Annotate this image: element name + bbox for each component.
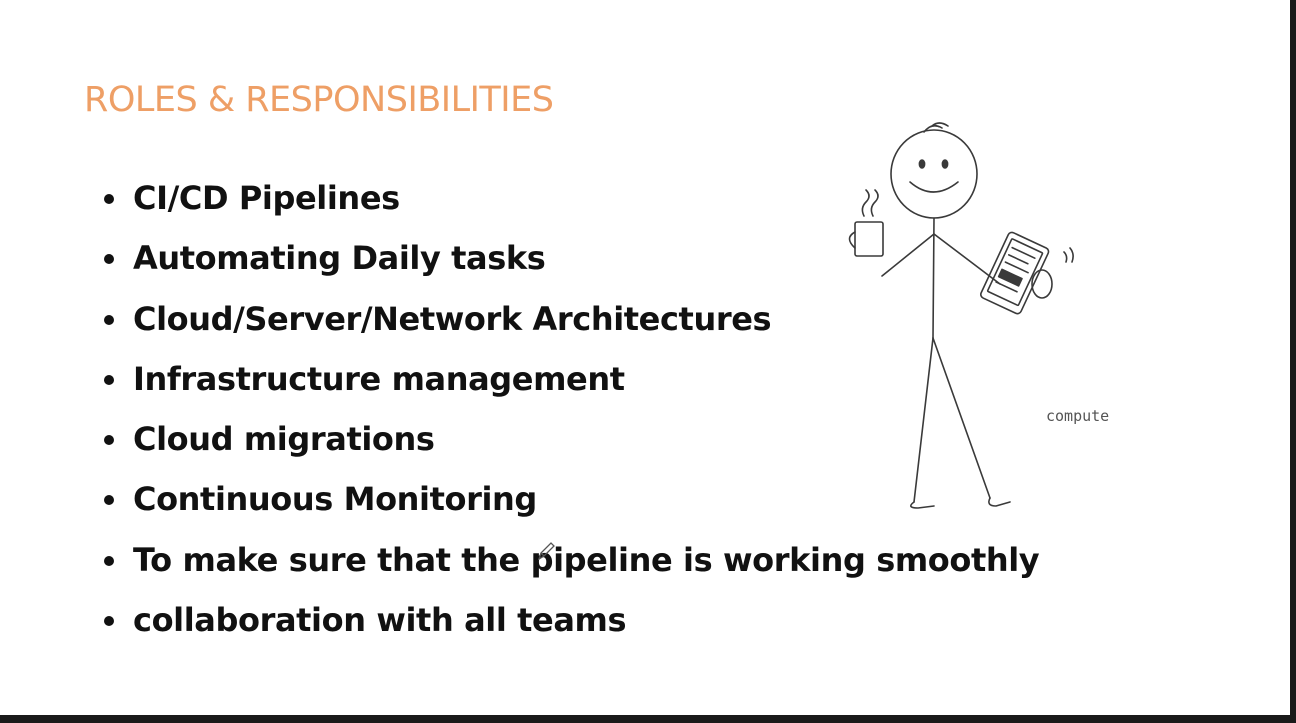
bullet-dot-icon (104, 314, 114, 325)
bullet-dot-icon (104, 374, 114, 385)
stick-figure-icon: compute (848, 122, 1109, 509)
illustration-caption: compute (1046, 407, 1109, 425)
bullet-text: Continuous Monitoring (133, 480, 537, 519)
bullet-text: CI/CD Pipelines (133, 179, 400, 217)
bullet-text: Automating Daily tasks (133, 239, 546, 278)
bullet-text: collaboration with all teams (133, 601, 627, 640)
bullet-dot-icon (104, 254, 114, 265)
bullet-item: Automating Daily tasks (102, 228, 1039, 288)
bullet-item: To make sure that the pipeline is workin… (102, 530, 1040, 590)
bullet-item: Continuous Monitoring (102, 469, 1039, 529)
bullet-dot-icon (104, 435, 114, 446)
bullet-text: Infrastructure management (133, 359, 625, 398)
bullet-text: Cloud migrations (133, 420, 435, 459)
bullet-list: CI/CD Pipelines Automating Daily tasks C… (102, 168, 1040, 650)
window-edge-right (1290, 0, 1296, 723)
slide-title: ROLES & RESPONSIBILITIES (84, 80, 554, 120)
pen-cursor-icon (537, 542, 555, 561)
bullet-dot-icon (104, 555, 114, 566)
window-edge-bottom (0, 715, 1296, 723)
bullet-dot-icon (104, 616, 114, 627)
bullet-item: CI/CD Pipelines (102, 168, 1039, 228)
bullet-item: Cloud/Server/Network Architectures (102, 289, 1039, 349)
bullet-item: Infrastructure management (102, 349, 1039, 409)
bullet-dot-icon (104, 495, 114, 506)
bullet-text: To make sure that the pipeline is workin… (133, 540, 1040, 579)
bullet-item: Cloud migrations (102, 409, 1039, 469)
bullet-text: Cloud/Server/Network Architectures (133, 299, 772, 338)
bullet-item: collaboration with all teams (102, 590, 1039, 650)
bullet-dot-icon (104, 194, 114, 204)
